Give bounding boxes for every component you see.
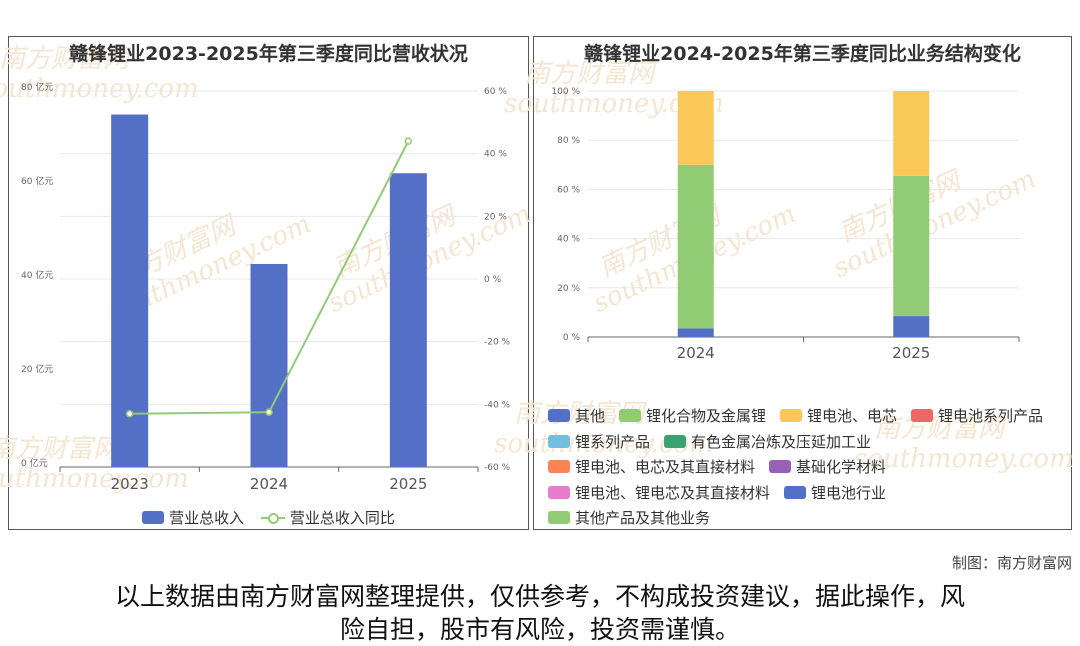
x-category-label: 2023	[111, 475, 149, 493]
watermark-en: southmoney.com	[0, 74, 199, 104]
left-axis-tick: 60 亿元	[21, 175, 53, 187]
right-axis-tick: 20 %	[484, 212, 507, 222]
business-structure-chart-title: 赣锋锂业2024-2025年第三季度同比业务结构变化	[584, 43, 1021, 65]
right-axis-tick: 40 %	[484, 150, 507, 160]
revenue-yoy-point-2023[interactable]	[125, 409, 134, 418]
legend-item-revenue-yoy[interactable]: 营业总收入同比	[260, 507, 395, 528]
watermark-en: southmoney.com	[854, 444, 1074, 474]
x-category-label: 2025	[892, 344, 930, 362]
legend-swatch-revenue	[142, 511, 165, 524]
legend-item-0[interactable]: 其他	[548, 405, 605, 426]
right-axis-tick: -60 %	[484, 463, 511, 473]
legend-label: 其他产品及其他业务	[575, 509, 711, 528]
revenue-chart-svg: 南方财富网southmoney.com南方财富网southmoney.com南方…	[0, 44, 536, 494]
legend-item-9[interactable]: 锂电池行业	[784, 482, 886, 503]
segment-2-2024[interactable]	[677, 91, 714, 165]
legend-item-8[interactable]: 锂电池、锂电芯及其直接材料	[548, 482, 770, 503]
watermark-cn: 南方财富网	[524, 59, 657, 89]
left-axis-tick: 20 亿元	[21, 363, 53, 375]
legend-label-revenue: 营业总收入	[169, 509, 245, 527]
revenue-chart-legend: 营业总收入 营业总收入同比	[9, 507, 528, 528]
watermark-cn: 南方财富网	[0, 44, 132, 74]
watermark-cn: 南方财富网	[0, 434, 122, 464]
y-axis-tick: 100 %	[551, 87, 580, 97]
legend-label: 锂电池、电芯及其直接材料	[575, 458, 756, 477]
watermark-cn: 南方财富网	[874, 414, 1007, 444]
legend-swatch	[780, 409, 803, 423]
left-axis-tick: 80 亿元	[21, 81, 53, 93]
segment-1-2025[interactable]	[893, 175, 930, 317]
legend-item-revenue[interactable]: 营业总收入	[142, 507, 244, 528]
business-structure-legend: 其他 锂化合物及金属锂 锂电池、电芯 锂电池系列产品锂系列产品 有色金属冶炼及压延加工业…	[548, 403, 1065, 531]
x-category-label: 2024	[250, 475, 288, 493]
legend-item-1[interactable]: 锂化合物及金属锂	[619, 405, 766, 426]
legend-item-10[interactable]: 其他产品及其他业务	[548, 507, 710, 528]
revenue-bar-2023[interactable]	[111, 114, 149, 468]
legend-row: 锂系列产品 有色金属冶炼及压延加工业	[548, 429, 1065, 455]
legend-label: 锂化合物及金属锂	[646, 407, 767, 426]
segment-0-2025[interactable]	[893, 316, 930, 337]
left-axis-tick: 0 亿元	[21, 457, 48, 469]
legend-row: 其他产品及其他业务	[548, 505, 1065, 531]
revenue-chart-title: 赣锋锂业2023-2025年第三季度同比营收状况	[69, 43, 468, 65]
legend-swatch	[548, 485, 570, 499]
y-axis-tick: 0 %	[563, 333, 581, 343]
legend-label: 锂电池、电芯	[807, 407, 898, 426]
revenue-chart-panel: 南方财富网 southmoney.com 南方财富网 southmoney.com 南方…	[0, 36, 536, 530]
x-category-label: 2024	[677, 344, 715, 362]
legend-swatch	[664, 434, 687, 448]
legend-swatch	[769, 460, 792, 474]
legend-item-3[interactable]: 锂电池系列产品	[911, 405, 1043, 426]
chart-credit: 制图：南方财富网	[951, 554, 1072, 572]
right-axis-tick: -20 %	[484, 338, 511, 348]
legend-label: 锂电池、锂电芯及其直接材料	[575, 483, 771, 502]
y-axis-tick: 60 %	[557, 185, 580, 195]
legend-label: 其他	[575, 407, 606, 426]
legend-label: 基础化学材料	[796, 458, 887, 477]
legend-row: 锂电池、锂电芯及其直接材料 锂电池行业	[548, 480, 1065, 506]
watermark-en: southmoney.com	[0, 464, 189, 494]
legend-label: 有色金属冶炼及压延加工业	[691, 432, 872, 451]
left-axis-tick: 40 亿元	[21, 269, 53, 281]
revenue-yoy-point-2024[interactable]	[265, 408, 273, 416]
y-axis-tick: 80 %	[557, 136, 580, 146]
right-axis-tick: 0 %	[484, 275, 502, 285]
legend-swatch-revenue-yoy	[260, 511, 285, 524]
legend-label: 锂电池行业	[811, 483, 887, 502]
disclaimer-line-1: 以上数据由南方财富网整理提供，仅供参考，不构成投资建议，据此操作，风	[114, 582, 965, 611]
legend-swatch	[911, 409, 934, 423]
y-axis-tick: 40 %	[557, 235, 580, 245]
revenue-bar-2024[interactable]	[250, 263, 288, 467]
legend-item-4[interactable]: 锂系列产品	[548, 431, 650, 452]
legend-row: 锂电池、电芯及其直接材料 基础化学材料	[548, 454, 1065, 480]
segment-2-2025[interactable]	[893, 91, 930, 176]
legend-swatch	[548, 409, 570, 423]
legend-swatch	[784, 485, 807, 499]
legend-label-revenue-yoy: 营业总收入同比	[289, 509, 395, 527]
legend-swatch	[548, 434, 570, 448]
disclaimer-line-2: 险自担，股市有风险，投资需谨慎。	[339, 615, 740, 644]
right-axis-tick: -40 %	[484, 400, 511, 410]
legend-item-6[interactable]: 锂电池、电芯及其直接材料	[548, 456, 755, 477]
disclaimer: 以上数据由南方财富网整理提供，仅供参考，不构成投资建议，据此操作，风 险自担，股…	[0, 580, 1080, 646]
y-axis-tick: 20 %	[557, 284, 580, 294]
segment-0-2024[interactable]	[677, 328, 714, 337]
legend-swatch	[548, 460, 570, 474]
legend-row: 其他 锂化合物及金属锂 锂电池、电芯 锂电池系列产品	[548, 403, 1065, 429]
revenue-yoy-point-2025[interactable]	[404, 137, 413, 145]
legend-label: 锂电池系列产品	[938, 407, 1044, 426]
legend-swatch	[619, 409, 642, 423]
segment-1-2024[interactable]	[677, 164, 714, 329]
legend-item-7[interactable]: 基础化学材料	[769, 456, 886, 477]
business-structure-chart-panel: 南方财富网 southmoney.com 南方财富网 southmoney.com 南方…	[494, 36, 1074, 531]
right-axis-tick: 60 %	[484, 87, 507, 97]
legend-item-2[interactable]: 锂电池、电芯	[780, 405, 897, 426]
revenue-bar-2025[interactable]	[389, 173, 427, 467]
legend-label: 锂系列产品	[575, 432, 651, 451]
legend-swatch	[548, 511, 570, 525]
x-category-label: 2025	[389, 475, 427, 493]
legend-item-5[interactable]: 有色金属冶炼及压延加工业	[664, 431, 871, 452]
